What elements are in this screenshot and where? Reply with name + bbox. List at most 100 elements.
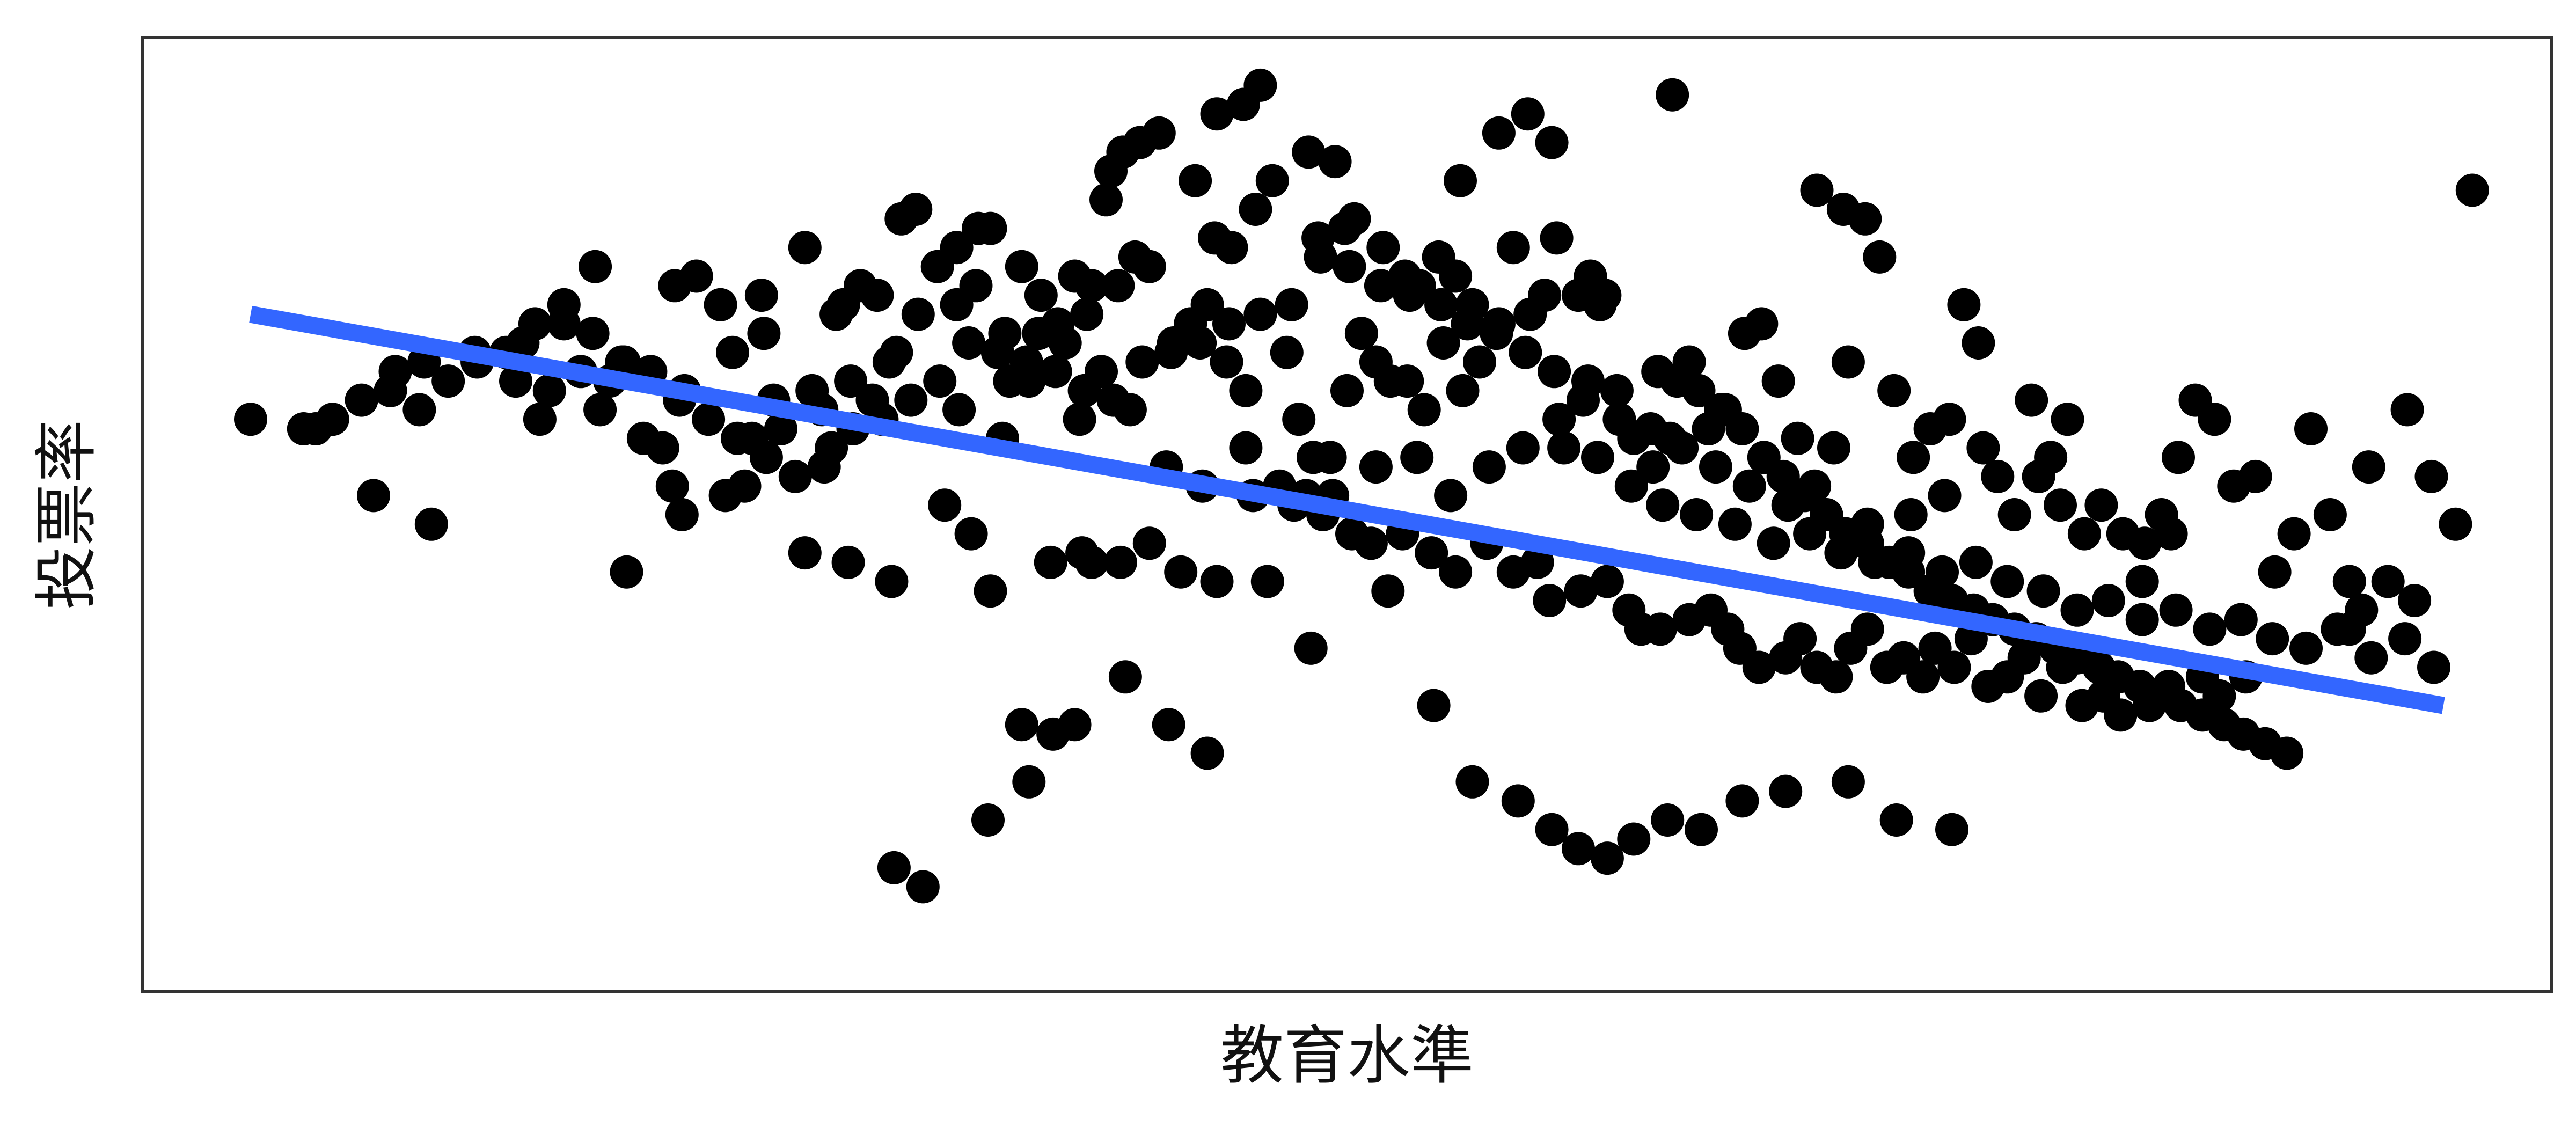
data-point <box>1292 135 1326 169</box>
data-point <box>1879 803 1913 837</box>
data-point <box>2026 574 2060 608</box>
data-point <box>655 469 689 503</box>
data-point <box>2159 593 2193 627</box>
data-point <box>764 412 797 445</box>
data-point <box>1761 364 1795 398</box>
data-point <box>901 297 935 331</box>
data-point <box>1444 164 1477 197</box>
data-point <box>1850 526 1884 560</box>
data-point <box>2277 517 2311 551</box>
data-point <box>1636 450 1670 484</box>
data-point <box>2060 593 2094 627</box>
data-point <box>954 517 988 551</box>
data-point <box>1075 269 1109 303</box>
data-point <box>1330 374 1364 407</box>
data-point <box>1826 193 1860 226</box>
plot-frame <box>141 36 2553 993</box>
data-point <box>971 803 1005 837</box>
data-point <box>1108 660 1142 694</box>
data-point <box>1665 431 1699 465</box>
data-point <box>1214 231 1248 265</box>
data-point <box>1313 441 1347 474</box>
data-point <box>1229 431 1263 465</box>
data-point <box>826 288 860 321</box>
data-point <box>2044 488 2077 522</box>
data-point <box>431 364 465 398</box>
data-point <box>1704 393 1737 427</box>
data-point <box>831 545 865 579</box>
data-point <box>1048 326 1082 360</box>
data-point <box>1022 317 1056 350</box>
data-point <box>1699 450 1732 484</box>
data-point <box>1058 708 1092 742</box>
data-point <box>860 279 894 312</box>
data-point <box>1682 374 1716 407</box>
data-point <box>2371 565 2405 598</box>
data-point <box>2104 698 2138 732</box>
data-point <box>583 393 617 427</box>
data-point <box>1179 164 1212 197</box>
data-point <box>1590 841 1624 875</box>
data-point <box>1101 269 1135 303</box>
data-point <box>1538 355 1571 389</box>
data-point <box>788 536 822 570</box>
data-point <box>875 565 909 598</box>
data-point <box>1426 326 1460 360</box>
data-point <box>579 250 612 283</box>
data-point <box>1439 259 1473 293</box>
data-point <box>1863 240 1897 274</box>
data-point <box>374 374 407 407</box>
data-point <box>2294 412 2328 445</box>
data-point <box>1034 545 1067 579</box>
data-point <box>894 383 928 417</box>
data-point <box>1270 335 1304 369</box>
data-point <box>1434 479 1468 513</box>
data-point <box>1239 193 1272 226</box>
data-point <box>807 450 841 484</box>
data-point <box>749 441 783 474</box>
data-point <box>1877 374 1911 407</box>
data-point <box>1817 431 1850 465</box>
data-point <box>1024 279 1058 312</box>
data-point <box>1243 297 1277 331</box>
data-point <box>1562 832 1595 866</box>
data-point <box>744 279 778 312</box>
data-point <box>1800 173 1834 207</box>
data-point <box>1757 526 1790 560</box>
data-point <box>1318 145 1352 179</box>
data-point <box>1742 650 1776 684</box>
data-point <box>1255 164 1289 197</box>
data-point <box>974 574 1007 608</box>
regression-line <box>249 305 2445 714</box>
data-point <box>576 317 610 350</box>
data-point <box>1333 250 1366 283</box>
data-point <box>1535 813 1569 846</box>
data-point <box>1933 402 1966 436</box>
data-point <box>1506 431 1540 465</box>
data-point <box>2398 584 2432 617</box>
data-point <box>721 421 754 455</box>
data-point <box>2455 173 2489 207</box>
data-point <box>2024 679 2058 713</box>
data-point <box>1602 402 1636 436</box>
data-point <box>1766 459 1800 493</box>
data-point <box>2015 383 2048 417</box>
data-point <box>316 402 349 436</box>
data-point <box>1009 345 1043 379</box>
data-point <box>2193 612 2227 646</box>
data-point <box>2154 517 2188 551</box>
data-point <box>1455 765 1489 799</box>
data-point <box>1152 708 1185 742</box>
data-point <box>1012 765 1046 799</box>
data-point <box>1065 536 1099 570</box>
data-point <box>1446 374 1480 407</box>
data-point <box>1634 412 1667 445</box>
data-point <box>2270 736 2304 770</box>
data-point <box>980 335 1014 369</box>
data-point <box>1089 183 1123 217</box>
data-point <box>923 364 957 398</box>
data-point <box>1990 565 2024 598</box>
data-point <box>2388 622 2422 656</box>
data-point <box>1819 660 1853 694</box>
